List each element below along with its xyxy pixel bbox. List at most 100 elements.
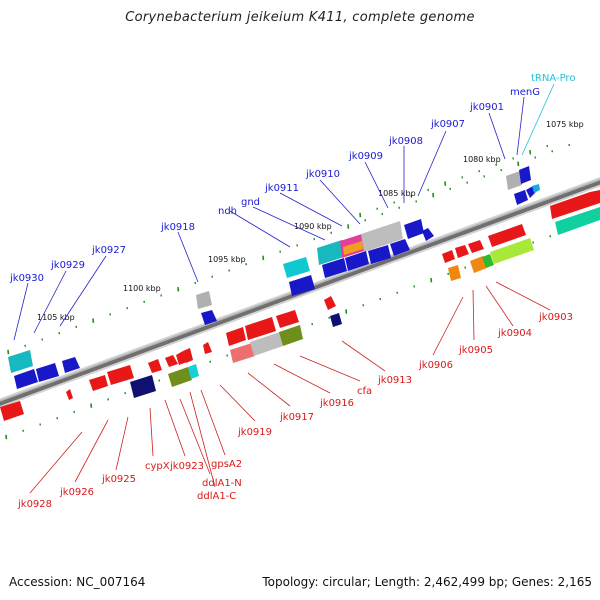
gene-arrow[interactable] xyxy=(0,401,24,421)
scale-label-1100: 1100 kbp xyxy=(123,284,161,293)
leader-lines-forward xyxy=(13,96,525,341)
gene-block-navy[interactable] xyxy=(130,375,156,398)
gene-label-jk0926[interactable]: jk0926 xyxy=(59,487,94,498)
scale-label-1095: 1095 kbp xyxy=(208,255,246,264)
reverse-strand-genes xyxy=(0,190,600,421)
gene-arrow[interactable] xyxy=(203,342,212,354)
gene-arrow[interactable] xyxy=(148,359,162,373)
gene-label-jk0913[interactable]: jk0913 xyxy=(377,375,412,386)
gene-label-jk0906[interactable]: jk0906 xyxy=(418,360,453,371)
gene-label-jk0929[interactable]: jk0929 xyxy=(50,260,85,271)
forward-strand-genes xyxy=(8,166,540,389)
gene-block-navy[interactable] xyxy=(330,313,342,327)
gene-arrow[interactable] xyxy=(276,310,299,328)
gene-arrow[interactable] xyxy=(404,219,424,239)
gene-label-jk0909[interactable]: jk0909 xyxy=(348,151,383,162)
topology-text: Topology: circular; Length: 2,462,499 bp… xyxy=(262,575,592,589)
gene-arrow[interactable] xyxy=(422,228,434,241)
gene-block-grey[interactable] xyxy=(196,291,212,309)
gene-label-jk0923[interactable]: jk0923 xyxy=(169,461,204,472)
gene-block-cyan[interactable] xyxy=(317,240,344,265)
accession-text: Accession: NC_007164 xyxy=(9,575,146,589)
gene-arrow[interactable] xyxy=(89,375,108,391)
gene-arrow[interactable] xyxy=(66,389,73,400)
scale-label-1105: 1105 kbp xyxy=(37,313,75,322)
gene-label-jk0907[interactable]: jk0907 xyxy=(430,119,465,130)
gene-block-grey[interactable] xyxy=(506,171,522,190)
gene-label-menG[interactable]: menG xyxy=(510,87,540,98)
gene-arrow[interactable] xyxy=(550,190,600,219)
gene-block-orange[interactable] xyxy=(470,256,487,273)
gene-arrow[interactable] xyxy=(322,258,347,278)
gene-arrow[interactable] xyxy=(324,296,336,310)
gene-label-cypX[interactable]: cypX xyxy=(145,461,170,472)
gene-label-jk0918[interactable]: jk0918 xyxy=(160,222,195,233)
gene-arrow[interactable] xyxy=(245,317,276,340)
gene-label-jk0910[interactable]: jk0910 xyxy=(305,169,340,180)
gene-label-jk0911[interactable]: jk0911 xyxy=(264,183,299,194)
gene-label-ddlA1-C[interactable]: ddlA1-C xyxy=(197,491,236,502)
scale-ticks-top xyxy=(359,144,549,218)
gene-label-jk0916[interactable]: jk0916 xyxy=(319,398,354,409)
gene-arrow[interactable] xyxy=(468,240,484,253)
gene-arrow-menG[interactable] xyxy=(519,166,531,184)
gene-arrow[interactable] xyxy=(14,369,38,389)
gene-arrow[interactable] xyxy=(107,365,134,385)
gene-block-orange[interactable] xyxy=(448,265,461,281)
genome-title: Corynebacterium jeikeium K411, complete … xyxy=(125,10,475,25)
gene-block-olive[interactable] xyxy=(279,325,303,346)
gene-label-trna-pro[interactable]: tRNA-Pro xyxy=(531,73,575,84)
gene-block-orange[interactable] xyxy=(343,241,363,255)
scale-label-1090: 1090 kbp xyxy=(294,222,332,231)
gene-block-pink[interactable] xyxy=(230,343,255,363)
gene-arrow[interactable] xyxy=(390,239,410,256)
gene-arrow[interactable] xyxy=(201,310,217,325)
gene-label-jk0904[interactable]: jk0904 xyxy=(497,328,532,339)
gene-arrow[interactable] xyxy=(289,275,315,296)
gene-arrow[interactable] xyxy=(36,363,59,382)
gene-arrow[interactable] xyxy=(455,245,469,258)
gene-label-ndh[interactable]: ndh xyxy=(218,206,237,217)
trna-pro-marker[interactable] xyxy=(532,184,540,193)
gene-label-jk0925[interactable]: jk0925 xyxy=(101,474,136,485)
gene-arrow-jk0901[interactable] xyxy=(514,190,528,205)
gene-label-jk0905[interactable]: jk0905 xyxy=(458,345,493,356)
gene-arrow[interactable] xyxy=(226,327,246,346)
gene-label-gpsA2[interactable]: gpsA2 xyxy=(211,459,242,470)
gene-label-jk0903[interactable]: jk0903 xyxy=(538,312,573,323)
scale-ticks-upper xyxy=(7,143,571,355)
gene-label-jk0919[interactable]: jk0919 xyxy=(237,427,272,438)
gene-arrow[interactable] xyxy=(442,250,455,263)
gene-label-jk0901[interactable]: jk0901 xyxy=(469,102,504,113)
gene-block-grey[interactable] xyxy=(250,332,283,356)
gene-arrow[interactable] xyxy=(62,357,80,373)
gene-arrow[interactable] xyxy=(368,245,391,264)
scale-label-1085: 1085 kbp xyxy=(378,189,416,198)
gene-block-teal[interactable] xyxy=(555,207,600,235)
gene-label-jk0927[interactable]: jk0927 xyxy=(91,245,126,256)
gene-block-olive[interactable] xyxy=(168,367,192,387)
gene-block-lime[interactable] xyxy=(490,238,534,264)
gene-block-green[interactable] xyxy=(482,254,494,268)
leader-lines-reverse xyxy=(29,281,551,494)
gene-block-grey-large[interactable] xyxy=(361,221,403,252)
gene-arrow-jk0903[interactable] xyxy=(488,224,526,247)
gene-label-jk0930[interactable]: jk0930 xyxy=(9,273,44,284)
gene-label-cfa[interactable]: cfa xyxy=(357,386,372,397)
gene-block-cyan[interactable] xyxy=(8,350,33,373)
leader-line-trna xyxy=(521,83,555,156)
gene-arrow[interactable] xyxy=(345,251,369,271)
gene-label-jk0908[interactable]: jk0908 xyxy=(388,136,423,147)
scale-label-1075: 1075 kbp xyxy=(546,120,584,129)
reverse-labels: jk0928 jk0926 jk0925 cypX jk0923 ddlA1-N… xyxy=(17,312,573,510)
gene-label-jk0917[interactable]: jk0917 xyxy=(279,412,314,423)
gene-label-ddlA1-N[interactable]: ddlA1-N xyxy=(202,478,242,489)
scale-labels: 1075 kbp 1080 kbp 1085 kbp 1090 kbp 1095… xyxy=(37,120,584,322)
gene-label-gnd[interactable]: gnd xyxy=(241,197,260,208)
gene-arrow[interactable] xyxy=(165,355,178,367)
gene-block-cyan[interactable] xyxy=(188,364,199,379)
gene-label-jk0928[interactable]: jk0928 xyxy=(17,499,52,510)
gene-block-cyan[interactable] xyxy=(283,257,310,278)
gene-arrow[interactable] xyxy=(183,348,193,363)
